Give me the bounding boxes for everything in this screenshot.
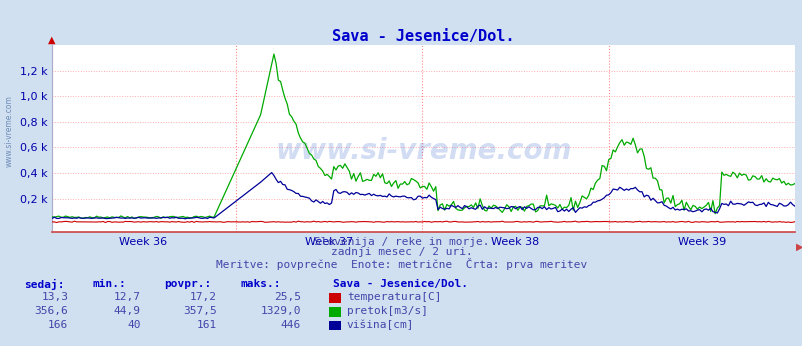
Text: 13,3: 13,3 (41, 292, 68, 302)
Text: 17,2: 17,2 (189, 292, 217, 302)
Text: ▶: ▶ (796, 242, 802, 252)
Text: pretok[m3/s]: pretok[m3/s] (346, 306, 427, 316)
Text: 12,7: 12,7 (113, 292, 140, 302)
Text: zadnji mesec / 2 uri.: zadnji mesec / 2 uri. (330, 247, 472, 257)
Text: min.:: min.: (92, 279, 126, 289)
Text: povpr.:: povpr.: (164, 279, 212, 289)
Text: višina[cm]: višina[cm] (346, 320, 414, 330)
Text: Sava - Jesenice/Dol.: Sava - Jesenice/Dol. (333, 279, 468, 289)
Text: temperatura[C]: temperatura[C] (346, 292, 441, 302)
Text: ▲: ▲ (48, 35, 56, 45)
Text: 446: 446 (281, 320, 301, 330)
Text: www.si-vreme.com: www.si-vreme.com (5, 95, 14, 167)
Title: Sava - Jesenice/Dol.: Sava - Jesenice/Dol. (332, 29, 514, 44)
Text: 1329,0: 1329,0 (261, 306, 301, 316)
Text: 44,9: 44,9 (113, 306, 140, 316)
Text: 25,5: 25,5 (273, 292, 301, 302)
Text: www.si-vreme.com: www.si-vreme.com (275, 137, 571, 165)
Text: 357,5: 357,5 (183, 306, 217, 316)
Text: Slovenija / reke in morje.: Slovenija / reke in morje. (314, 237, 488, 247)
Text: sedaj:: sedaj: (24, 279, 64, 290)
Text: maks.:: maks.: (241, 279, 281, 289)
Text: 166: 166 (48, 320, 68, 330)
Text: 356,6: 356,6 (34, 306, 68, 316)
Text: Meritve: povprečne  Enote: metrične  Črta: prva meritev: Meritve: povprečne Enote: metrične Črta:… (216, 258, 586, 270)
Text: 40: 40 (127, 320, 140, 330)
Text: 161: 161 (196, 320, 217, 330)
